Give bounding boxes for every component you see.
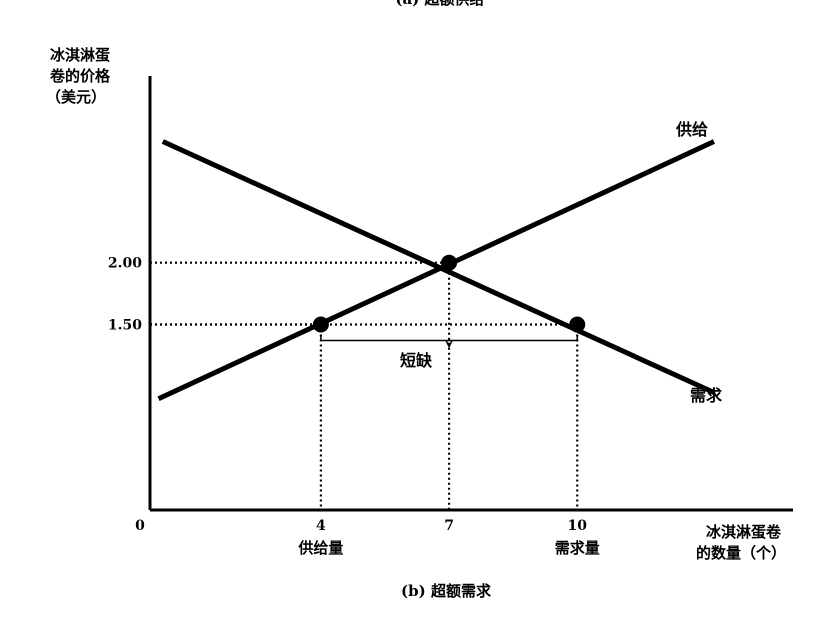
shortage-bracket	[320, 334, 578, 349]
x-tick-sublabel-2: 需求量	[555, 539, 600, 557]
y-tick-labels: 2.00 1.50	[108, 256, 142, 334]
y-axis-title-line-3: （美元）	[46, 88, 106, 106]
guide-lines	[150, 261, 579, 510]
x-axis-title-line-2: 的数量（个）	[696, 544, 786, 562]
x-tick-label-2: 10	[568, 518, 588, 534]
shortage-bracket-tip	[445, 340, 453, 349]
data-point-2	[569, 316, 586, 333]
y-tick-label-1: 1.50	[108, 318, 142, 334]
demand-curve-label: 需求	[690, 386, 723, 405]
origin-label: 0	[135, 518, 145, 534]
top-caption: (a) 超额供给	[395, 0, 484, 8]
x-axis-title-line-1: 冰淇淋蛋卷	[706, 523, 782, 541]
x-tick-label-1: 7	[444, 518, 454, 534]
x-tick-labels: 4 供给量 7 10 需求量	[297, 518, 599, 557]
y-tick-label-0: 2.00	[108, 256, 142, 272]
y-axis-title-line-1: 冰淇淋蛋	[50, 46, 110, 64]
y-axis-title-line-2: 卷的价格	[49, 67, 111, 85]
bottom-caption: (b) 超额需求	[401, 582, 492, 600]
x-tick-sublabel-0: 供给量	[297, 539, 343, 557]
supply-curve	[157, 139, 716, 401]
series-lines	[157, 139, 716, 401]
data-point-0	[312, 316, 329, 333]
data-point-1	[441, 254, 458, 271]
shortage-bracket-line	[320, 334, 578, 342]
demand-curve	[161, 139, 715, 395]
supply-curve-label: 供给	[675, 120, 708, 139]
shortage-label: 短缺	[400, 351, 433, 370]
x-tick-label-0: 4	[316, 518, 326, 534]
data-points	[312, 254, 586, 333]
